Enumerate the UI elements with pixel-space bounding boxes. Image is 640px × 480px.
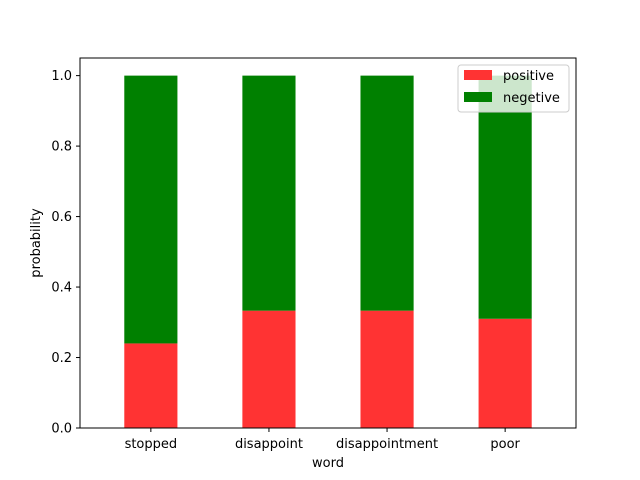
x-axis-label: word <box>312 456 344 471</box>
y-tick-label: 0.0 <box>51 422 72 437</box>
bar-negetive-stopped <box>124 75 178 344</box>
y-tick-label: 1.0 <box>51 69 72 84</box>
y-axis-label: probability <box>29 208 44 278</box>
x-tick-label: disappointment <box>336 437 438 452</box>
bar-negetive-disappointment <box>360 75 414 311</box>
bars-group <box>124 75 532 428</box>
y-tick-label: 0.6 <box>51 210 72 225</box>
legend-swatch-positive <box>464 70 492 80</box>
x-tick-label: poor <box>490 437 520 452</box>
legend-swatch-negetive <box>464 92 492 102</box>
x-tick-label: stopped <box>125 437 178 452</box>
y-axis-ticks: 0.0 0.2 0.4 0.6 0.8 1.0 <box>51 69 80 437</box>
y-tick-label: 0.4 <box>51 281 72 296</box>
bar-positive-poor <box>478 318 532 428</box>
x-tick-label: disappoint <box>235 437 303 452</box>
legend: positive negetive <box>457 64 570 113</box>
y-tick-label: 0.2 <box>51 351 72 366</box>
bar-negetive-disappoint <box>242 75 296 311</box>
bar-positive-disappoint <box>242 310 296 428</box>
y-tick-label: 0.8 <box>51 140 72 155</box>
x-axis-ticks: stopped disappoint disappointment poor <box>125 428 521 452</box>
bar-positive-stopped <box>124 343 178 428</box>
bar-positive-disappointment <box>360 310 414 428</box>
bar-negetive-poor <box>478 75 532 319</box>
legend-label-negetive: negetive <box>503 91 560 106</box>
axes-frame <box>79 57 577 429</box>
legend-label-positive: positive <box>503 69 554 84</box>
